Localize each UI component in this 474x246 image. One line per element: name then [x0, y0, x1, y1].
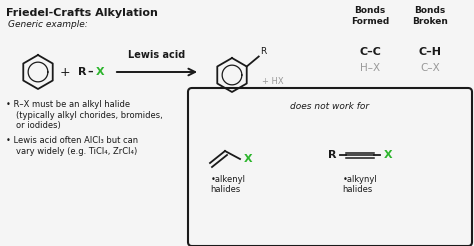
FancyBboxPatch shape	[188, 88, 472, 246]
Text: • R–X must be an alkyl halide: • R–X must be an alkyl halide	[6, 100, 130, 109]
Text: C–X: C–X	[420, 63, 440, 73]
Text: Friedel-Crafts Alkylation: Friedel-Crafts Alkylation	[6, 8, 158, 18]
Text: Generic example:: Generic example:	[8, 20, 88, 29]
Text: C–H: C–H	[419, 47, 441, 57]
Text: X: X	[96, 67, 104, 77]
Text: Lewis acid: Lewis acid	[128, 50, 186, 60]
Text: + HX: + HX	[262, 77, 283, 87]
Text: • Lewis acid often AlCl₃ but can: • Lewis acid often AlCl₃ but can	[6, 136, 138, 145]
Text: R: R	[78, 67, 86, 77]
Text: –: –	[87, 67, 93, 77]
Text: or iodides): or iodides)	[16, 121, 61, 130]
Text: X: X	[244, 154, 253, 164]
Text: X: X	[384, 150, 392, 160]
Text: Bonds
Formed: Bonds Formed	[351, 6, 389, 26]
Text: vary widely (e.g. TiCl₄, ZrCl₄): vary widely (e.g. TiCl₄, ZrCl₄)	[16, 147, 137, 156]
Text: Bonds
Broken: Bonds Broken	[412, 6, 448, 26]
Text: •alkenyl
halides: •alkenyl halides	[210, 175, 246, 194]
Text: R: R	[328, 150, 336, 160]
Text: (typically alkyl chorides, bromides,: (typically alkyl chorides, bromides,	[16, 111, 163, 120]
Text: R: R	[260, 46, 266, 56]
Text: •alkynyl
halides: •alkynyl halides	[343, 175, 377, 194]
Text: +: +	[60, 65, 70, 78]
Text: C–C: C–C	[359, 47, 381, 57]
Text: H–X: H–X	[360, 63, 380, 73]
Text: does not work for: does not work for	[291, 102, 370, 111]
